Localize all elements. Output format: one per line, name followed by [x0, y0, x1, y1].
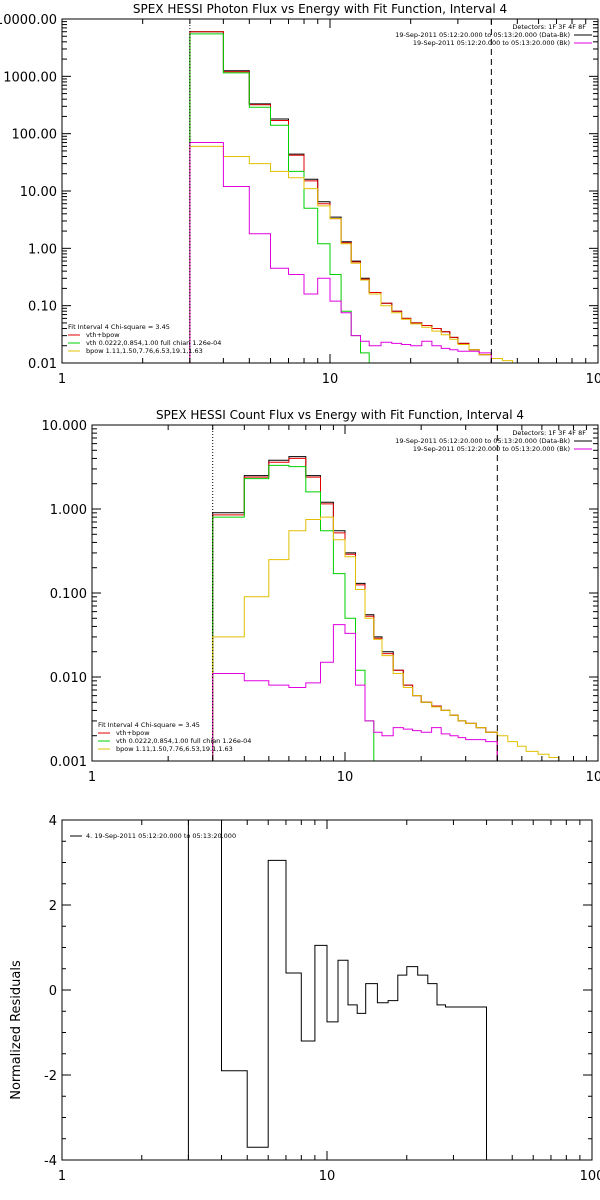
plot-frame: [61, 18, 599, 364]
x-tick-label: 1: [88, 770, 96, 785]
plot-2: SPEX HESSI Count Flux vs Energy with Fit…: [42, 408, 600, 785]
series-data-bk: [189, 31, 492, 363]
y-tick-label: 1.000: [50, 503, 87, 518]
y-tick-label: -2: [44, 1069, 57, 1084]
legend-bottom-entry: vth 0.0222,0.854,1.00 full chian 1.26e-0…: [86, 339, 221, 347]
y-tick-label: 1.00: [28, 242, 57, 257]
plot-title: SPEX HESSI Photon Flux vs Energy with Fi…: [133, 2, 507, 16]
y-tick-label: 10000.00: [0, 13, 57, 28]
y-tick-label: 2: [49, 899, 57, 914]
y-tick-label: 0.10: [28, 300, 57, 315]
y-tick-label: 10.00: [20, 185, 57, 200]
legend-top-entry: 19-Sep-2011 05:12:20.000 to 05:13:20.000…: [413, 39, 570, 47]
y-tick-label: 1000.00: [3, 70, 57, 85]
y-tick-label: 0.010: [50, 671, 87, 686]
y-axis-label: Normalized Residuals: [9, 960, 24, 1100]
legend-bottom-entry: Fit Interval 4 Chi-square = 3.45: [68, 323, 170, 331]
y-tick-label: 0: [49, 984, 57, 999]
y-tick-label: 4: [49, 814, 57, 829]
series-vth: [189, 33, 370, 363]
y-tick-label: 100.00: [12, 128, 58, 143]
legend-top-entry: 19-Sep-2011 05:12:20.000 to 05:13:20.000…: [413, 445, 570, 453]
series-bk: [189, 142, 492, 363]
y-tick-label: 0.100: [50, 587, 87, 602]
legend-bottom-entry: vth 0.0222,0.854,1.00 full chian 1.26e-0…: [116, 737, 251, 745]
series-vth-bpow: [189, 31, 492, 363]
x-tick-label: 10: [322, 372, 339, 387]
y-tick-label: 0.01: [28, 357, 57, 372]
legend-top-entry: 19-Sep-2011 05:12:20.000 to 05:13:20.000…: [395, 31, 570, 39]
plot-1: SPEX HESSI Photon Flux vs Energy with Fi…: [0, 2, 600, 387]
plot-title: SPEX HESSI Count Flux vs Energy with Fit…: [156, 408, 524, 422]
legend-top-entry: Detectors: 1F 3F 4F 8F: [512, 23, 586, 31]
legend-bottom-entry: bpow 1.11,1.50,7.76,6.53,19.1,1.63: [86, 347, 203, 355]
x-tick-label: 10: [337, 770, 354, 785]
legend-top-entry: 4. 19-Sep-2011 05:12:20.000 to 05:13:20.…: [86, 832, 236, 840]
plot-data: [187, 820, 487, 1160]
legend-top-entry: 19-Sep-2011 05:12:20.000 to 05:13:20.000…: [395, 437, 570, 445]
plot-data: [189, 31, 522, 363]
x-tick-label: 100: [586, 770, 600, 785]
x-tick-label: 1: [58, 1169, 66, 1184]
series-bpow: [212, 516, 568, 761]
y-tick-label: 10.000: [42, 419, 88, 434]
legend-top-entry: Detectors: 1F 3F 4F 8F: [512, 429, 586, 437]
y-tick-label: 0.001: [50, 755, 87, 770]
legend-bottom-entry: bpow 1.11,1.50,7.76,6.53,19.1,1.63: [116, 745, 233, 753]
series-bk: [212, 624, 498, 761]
x-tick-label: 10: [319, 1169, 336, 1184]
x-tick-label: 100: [586, 372, 600, 387]
legend-bottom-entry: vth+bpow: [116, 729, 150, 737]
x-tick-label: 100: [580, 1169, 600, 1184]
x-tick-label: 1: [58, 372, 66, 387]
plot-data: [212, 456, 568, 761]
series-bpow: [189, 145, 522, 363]
legend-bottom-entry: Fit Interval 4 Chi-square = 3.45: [98, 721, 200, 729]
y-tick-label: -4: [44, 1154, 57, 1169]
legend-bottom-entry: vth+bpow: [86, 331, 120, 339]
series-residuals: [187, 820, 487, 1160]
plot-3: Normalized Residuals 1 10 100 -4 -2 0 2 4 4. 19-S…: [9, 814, 600, 1184]
series-vth: [212, 464, 375, 761]
